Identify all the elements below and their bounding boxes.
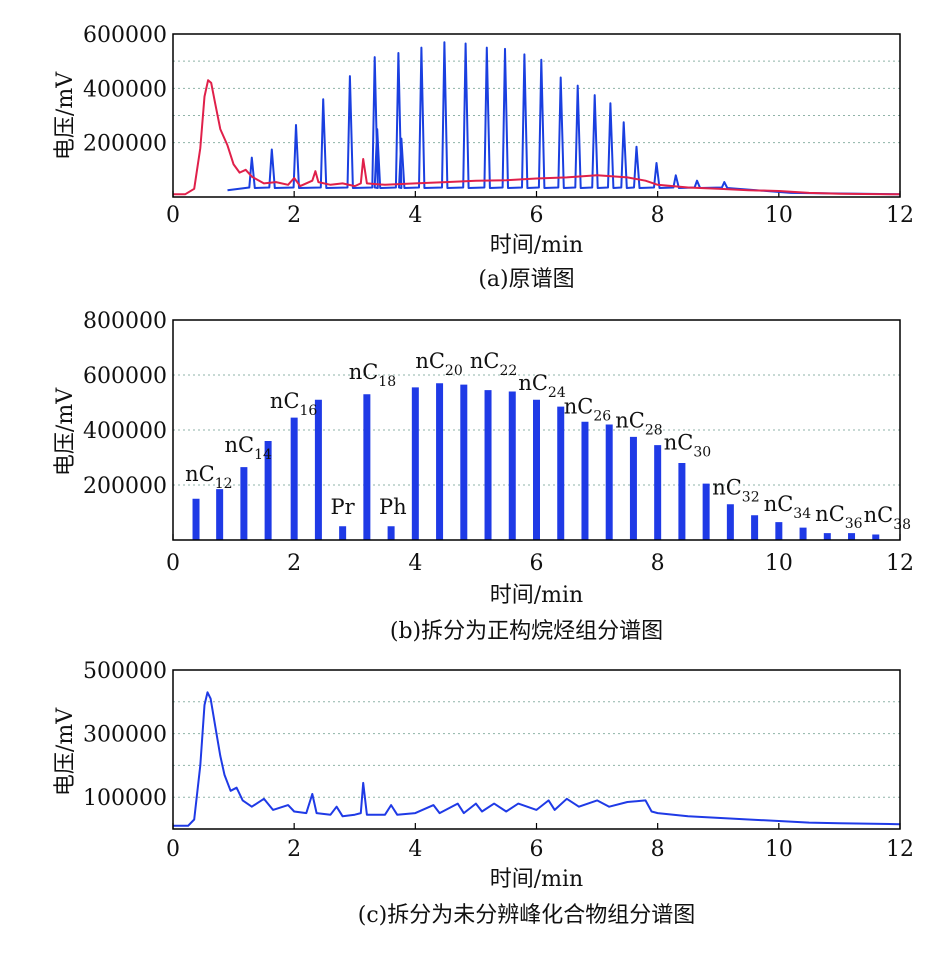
x-tick-label: 8 bbox=[651, 203, 665, 228]
x-tick-label: 0 bbox=[166, 551, 180, 576]
bar bbox=[290, 417, 298, 540]
bar bbox=[775, 522, 783, 540]
bar bbox=[799, 527, 807, 540]
bar bbox=[751, 515, 759, 540]
panel-caption: (a)原谱图 bbox=[478, 267, 574, 292]
bar bbox=[872, 534, 880, 540]
x-tick-label: 4 bbox=[408, 203, 422, 228]
y-tick-label: 500000 bbox=[83, 659, 167, 684]
bar bbox=[726, 504, 734, 540]
x-axis-label: 时间/min bbox=[490, 867, 583, 892]
x-tick-label: 12 bbox=[886, 837, 914, 862]
y-tick-label: 200000 bbox=[83, 132, 167, 157]
series-line-1 bbox=[227, 41, 901, 196]
y-tick-label: 600000 bbox=[83, 23, 167, 48]
bar bbox=[240, 467, 248, 540]
y-axis-label: 电压/mV bbox=[53, 387, 78, 476]
bar bbox=[460, 384, 468, 540]
x-tick-label: 10 bbox=[765, 837, 793, 862]
chart-panel-1: 200000 400000 600000 0 2 4 6 8 10 12 电压/mV 时间/min (a… bbox=[53, 23, 914, 292]
bar bbox=[533, 399, 540, 540]
x-axis-label: 时间/min bbox=[490, 583, 583, 608]
peak-label: nC32 bbox=[712, 476, 759, 506]
bar bbox=[702, 483, 710, 540]
y-tick-label: 400000 bbox=[83, 77, 167, 102]
panel-caption: (c)拆分为未分辨峰化合物组分谱图 bbox=[358, 903, 696, 928]
bar bbox=[848, 533, 856, 540]
x-tick-label: 10 bbox=[765, 203, 793, 228]
peak-label: Pr bbox=[331, 495, 356, 519]
peak-label: nC22 bbox=[470, 349, 517, 379]
plot-frame bbox=[172, 669, 901, 830]
y-tick-label: 300000 bbox=[83, 723, 167, 748]
panel-caption: (b)拆分为正构烷烃组分谱图 bbox=[390, 619, 663, 644]
peak-label: Ph bbox=[379, 495, 407, 519]
bar bbox=[436, 383, 444, 540]
x-tick-label: 6 bbox=[530, 203, 544, 228]
series-line-1 bbox=[173, 691, 901, 827]
plot-frame bbox=[172, 33, 901, 198]
x-tick-label: 6 bbox=[530, 551, 544, 576]
bar bbox=[484, 390, 492, 540]
peak-label: nC36 bbox=[815, 502, 863, 532]
bar bbox=[557, 406, 565, 540]
x-tick-label: 12 bbox=[886, 203, 914, 228]
bar bbox=[629, 436, 637, 540]
bar bbox=[605, 424, 613, 540]
peak-label: nC28 bbox=[615, 408, 662, 438]
x-tick-label: 12 bbox=[886, 551, 914, 576]
x-tick-label: 0 bbox=[166, 203, 180, 228]
bar bbox=[264, 441, 272, 540]
plot-frame bbox=[172, 319, 901, 541]
bar bbox=[339, 526, 347, 540]
bar bbox=[678, 463, 686, 540]
x-tick-label: 8 bbox=[651, 837, 665, 862]
y-tick-label: 200000 bbox=[83, 474, 167, 499]
y-tick-label: 800000 bbox=[83, 309, 167, 334]
x-tick-label: 2 bbox=[287, 551, 301, 576]
bar bbox=[314, 399, 322, 540]
x-axis-label: 时间/min bbox=[490, 233, 583, 258]
bar bbox=[823, 533, 831, 540]
peak-label: nC26 bbox=[564, 395, 612, 425]
peak-label: nC24 bbox=[518, 371, 566, 401]
x-tick-label: 2 bbox=[287, 837, 301, 862]
bar bbox=[216, 489, 224, 540]
chart-panel-3: 100000 300000 500000 0 2 4 6 8 10 12 电压/mV 时间/min (c… bbox=[53, 659, 914, 928]
peak-label: nC38 bbox=[864, 503, 911, 533]
bar bbox=[411, 387, 419, 540]
x-tick-label: 2 bbox=[287, 203, 301, 228]
x-tick-label: 6 bbox=[530, 837, 544, 862]
y-tick-label: 400000 bbox=[83, 419, 167, 444]
peak-label: nC18 bbox=[349, 360, 396, 390]
x-tick-label: 8 bbox=[651, 551, 665, 576]
y-axis-label: 电压/mV bbox=[53, 71, 78, 160]
y-tick-label: 100000 bbox=[83, 786, 167, 811]
bar bbox=[192, 498, 200, 540]
series-line-2 bbox=[173, 79, 901, 196]
bar bbox=[581, 421, 589, 540]
peak-label: nC34 bbox=[764, 492, 812, 522]
x-tick-label: 4 bbox=[408, 551, 422, 576]
peak-label: nC30 bbox=[664, 430, 711, 460]
peak-label: nC14 bbox=[224, 433, 272, 463]
y-axis-label: 电压/mV bbox=[53, 707, 78, 796]
peak-label: nC16 bbox=[270, 389, 318, 419]
x-tick-label: 4 bbox=[408, 837, 422, 862]
peak-label: nC12 bbox=[185, 462, 232, 492]
peak-label: nC20 bbox=[415, 349, 462, 379]
bar bbox=[363, 394, 371, 540]
bar bbox=[508, 391, 516, 540]
x-tick-label: 10 bbox=[765, 551, 793, 576]
x-tick-label: 0 bbox=[166, 837, 180, 862]
bar bbox=[654, 445, 662, 540]
y-tick-label: 600000 bbox=[83, 364, 167, 389]
bar bbox=[387, 526, 395, 540]
